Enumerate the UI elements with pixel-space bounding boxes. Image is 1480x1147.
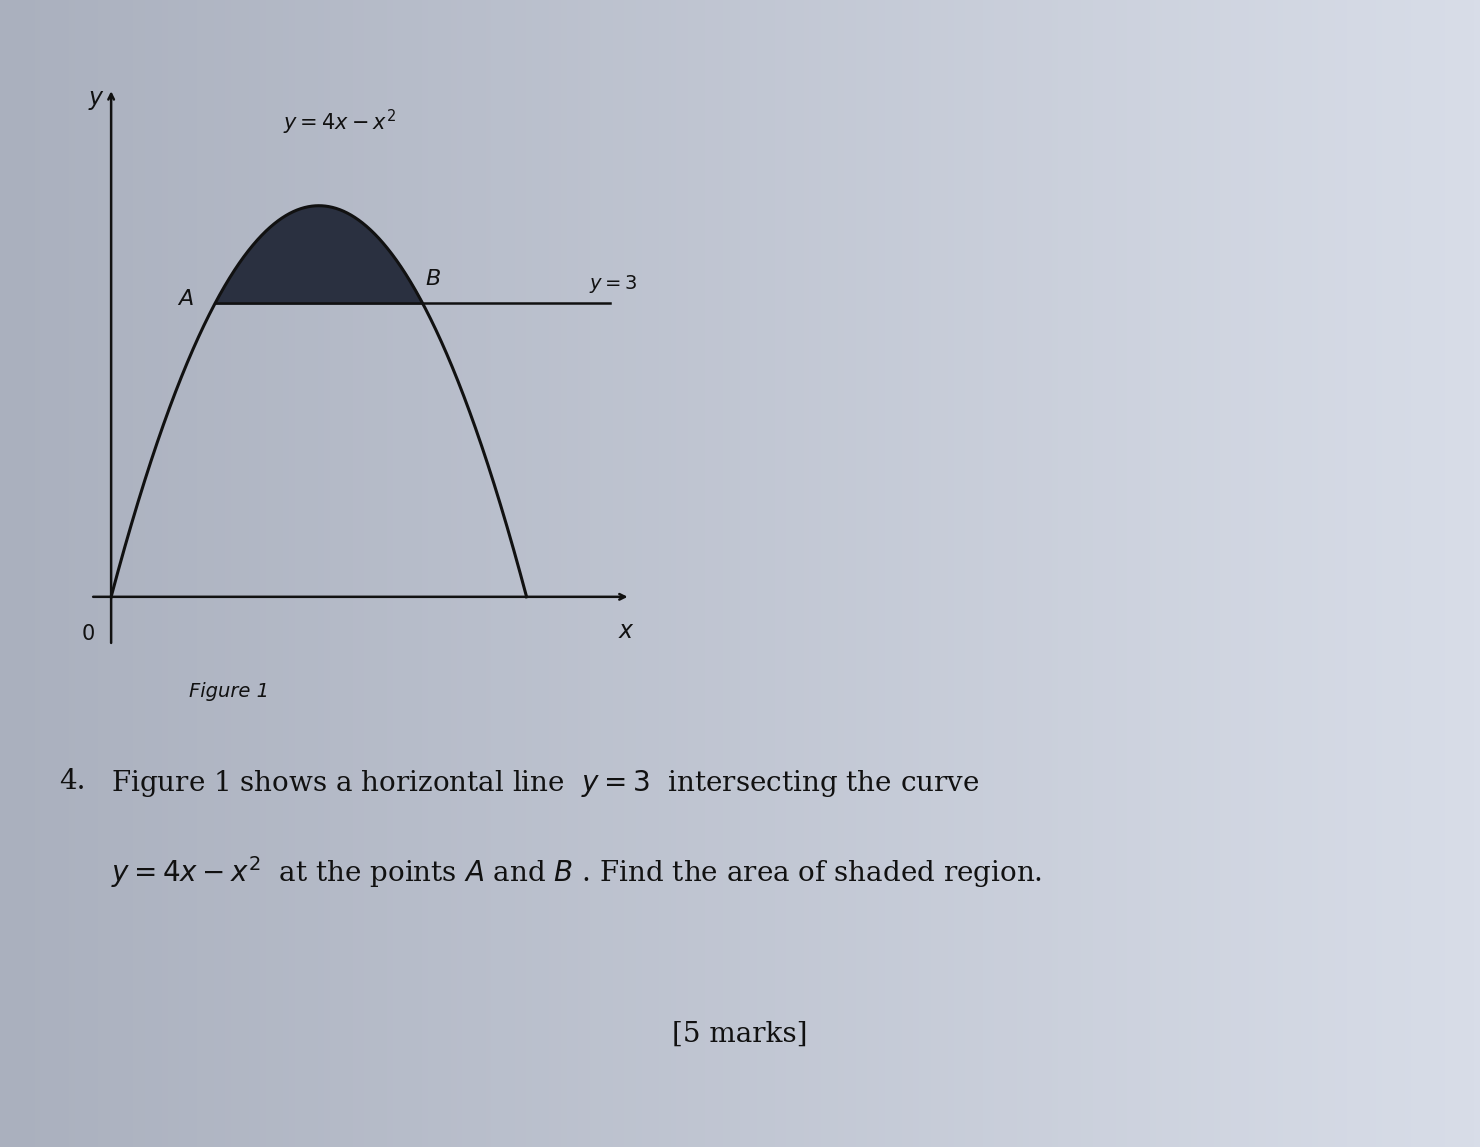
Text: $y=3$: $y=3$ [589, 273, 638, 295]
Text: [5 marks]: [5 marks] [672, 1021, 808, 1048]
Text: $y=4x-x^2$: $y=4x-x^2$ [283, 108, 397, 138]
Text: y: y [89, 86, 102, 110]
Text: x: x [619, 619, 632, 643]
Text: $y = 4x-x^2$  at the points $A$ and $B$ . Find the area of shaded region.: $y = 4x-x^2$ at the points $A$ and $B$ .… [111, 855, 1042, 890]
Text: 4.: 4. [59, 768, 86, 796]
Text: Figure 1 shows a horizontal line  $y = 3$  intersecting the curve: Figure 1 shows a horizontal line $y = 3$… [111, 768, 980, 799]
Text: Figure 1: Figure 1 [189, 682, 269, 702]
Text: B: B [425, 270, 441, 289]
Text: 0: 0 [81, 624, 95, 643]
Text: A: A [178, 289, 194, 309]
